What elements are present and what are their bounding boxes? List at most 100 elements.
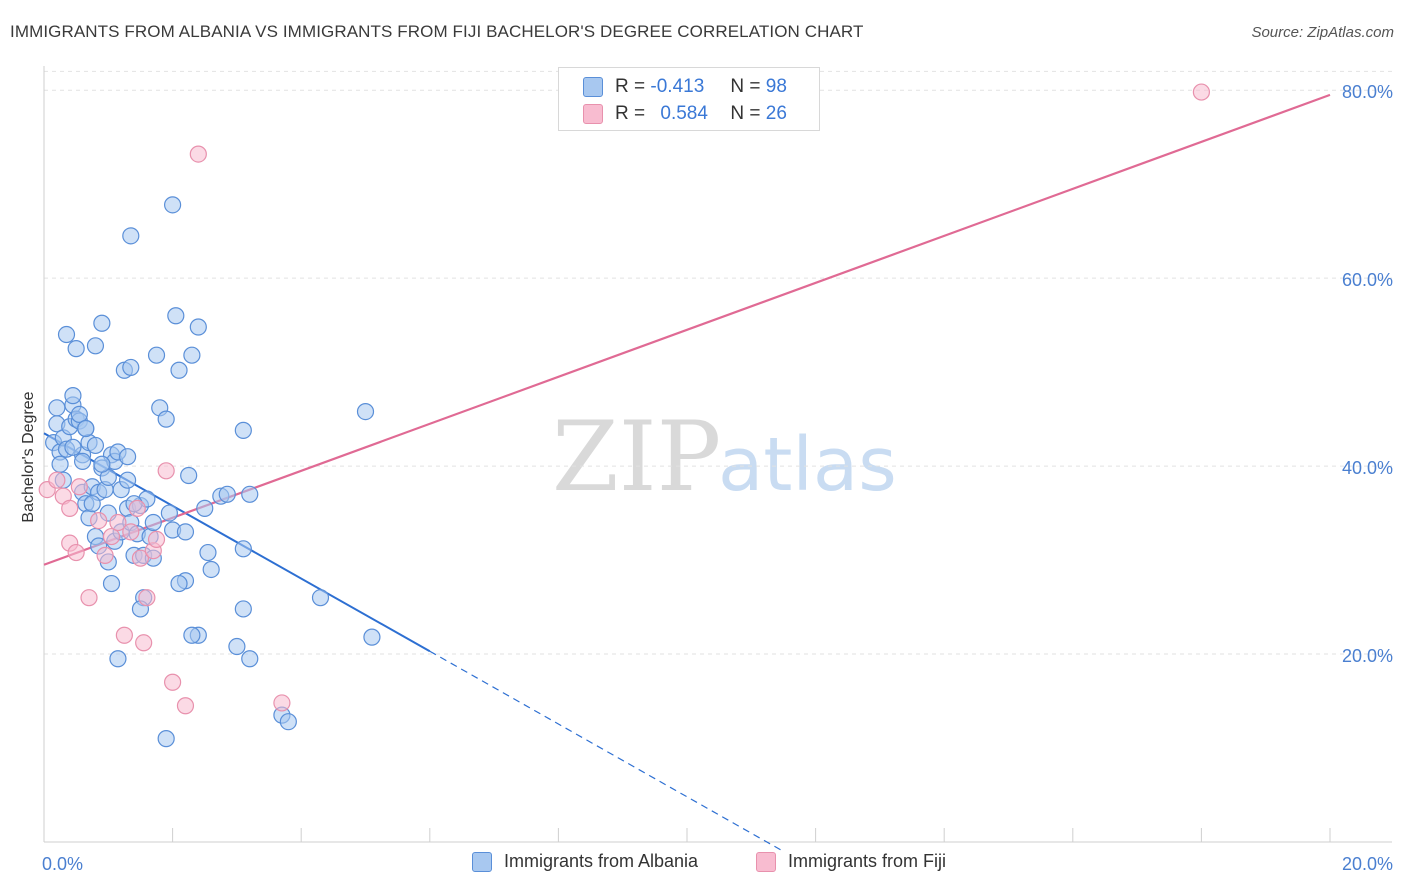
- albania-point-68[interactable]: [218, 485, 236, 503]
- y-tick-label-2: 60.0%: [1342, 270, 1393, 290]
- albania-point-36[interactable]: [118, 471, 137, 489]
- albania-point-62[interactable]: [183, 346, 201, 364]
- albania-point-91[interactable]: [93, 455, 111, 473]
- albania-swatch: [583, 77, 603, 97]
- fiji-point-16[interactable]: [135, 634, 153, 652]
- fiji-point-22[interactable]: [176, 697, 195, 715]
- data-points: [38, 83, 1211, 748]
- albania-point-82[interactable]: [279, 713, 297, 731]
- fiji-point-23[interactable]: [273, 694, 291, 712]
- fiji-point-13[interactable]: [122, 523, 140, 541]
- albania-point-66[interactable]: [202, 560, 220, 579]
- albania-point-65[interactable]: [199, 543, 217, 562]
- fiji-point-20[interactable]: [157, 462, 175, 480]
- albania-point-35[interactable]: [122, 358, 140, 377]
- fiji-point-25[interactable]: [1192, 83, 1211, 101]
- fiji-n-value: 26: [765, 103, 787, 124]
- fiji-point-15[interactable]: [128, 499, 146, 517]
- y-tick-label-1: 40.0%: [1342, 458, 1393, 478]
- albania-r-value: -0.413: [650, 76, 705, 97]
- fiji-point-11[interactable]: [109, 513, 127, 532]
- x-tick-label-0: 0.0%: [42, 854, 83, 874]
- watermark: ZIP atlas: [552, 401, 897, 513]
- legend-item-albania[interactable]: Immigrants from Albania: [472, 851, 698, 872]
- albania-point-78[interactable]: [228, 637, 246, 656]
- albania-point-59[interactable]: [176, 523, 195, 541]
- albania-point-13[interactable]: [64, 387, 82, 405]
- albania-point-75[interactable]: [157, 730, 175, 748]
- albania-point-77[interactable]: [183, 626, 201, 644]
- albania-point-19[interactable]: [86, 436, 105, 455]
- series-legend: Immigrants from Albania Immigrants from …: [0, 851, 1406, 877]
- albania-point-17[interactable]: [86, 337, 105, 355]
- y-tick-label-3: 80.0%: [1342, 82, 1393, 102]
- albania-point-90[interactable]: [64, 438, 82, 456]
- albania-point-60[interactable]: [180, 466, 198, 485]
- albania-point-58[interactable]: [170, 361, 188, 379]
- fiji-point-19[interactable]: [147, 530, 166, 548]
- fiji-r-label: R =: [615, 103, 646, 124]
- albania-point-86[interactable]: [234, 421, 252, 439]
- fiji-point-17[interactable]: [138, 589, 156, 607]
- albania-point-64[interactable]: [196, 499, 214, 517]
- axes: [43, 66, 1392, 843]
- albania-point-54[interactable]: [157, 410, 175, 428]
- albania-legend-swatch: [472, 851, 492, 872]
- y-axis-label: Bachelor's Degree: [20, 391, 37, 522]
- albania-point-55[interactable]: [160, 504, 178, 522]
- legend-item-fiji[interactable]: Immigrants from Fiji: [756, 851, 946, 872]
- albania-point-71[interactable]: [170, 574, 188, 593]
- albania-point-93[interactable]: [144, 513, 162, 532]
- albania-point-14[interactable]: [70, 405, 88, 424]
- albania-point-69[interactable]: [234, 540, 252, 558]
- albania-point-74[interactable]: [109, 650, 127, 668]
- albania-point-18[interactable]: [93, 314, 111, 332]
- grid-lines: [44, 70, 1392, 655]
- albania-point-87[interactable]: [164, 196, 182, 214]
- albania-point-20[interactable]: [73, 452, 92, 470]
- albania-point-10[interactable]: [48, 399, 66, 417]
- albania-point-52[interactable]: [147, 346, 166, 364]
- albania-point-85[interactable]: [356, 402, 375, 421]
- y-tick-label-0: 20.0%: [1342, 646, 1393, 666]
- fiji-point-14[interactable]: [131, 549, 150, 567]
- albania-point-80[interactable]: [241, 650, 259, 668]
- albania-point-95[interactable]: [51, 455, 69, 473]
- fiji-point-12[interactable]: [115, 626, 133, 644]
- albania-point-84[interactable]: [363, 628, 381, 646]
- fiji-swatch: [583, 104, 603, 124]
- fiji-point-8[interactable]: [90, 512, 108, 530]
- albania-point-57[interactable]: [167, 307, 185, 325]
- watermark-atlas: atlas: [718, 422, 897, 508]
- fiji-point-24[interactable]: [189, 145, 207, 163]
- fiji-point-21[interactable]: [164, 673, 182, 691]
- fiji-point-1[interactable]: [48, 471, 66, 489]
- albania-point-88[interactable]: [122, 227, 140, 245]
- source-label: Source: ZipAtlas.com: [1251, 24, 1394, 41]
- fiji-point-3[interactable]: [61, 499, 79, 517]
- albania-point-11[interactable]: [57, 325, 76, 344]
- fiji-point-7[interactable]: [80, 589, 98, 607]
- legend-row-fiji: R = 0.584 N = 26: [583, 101, 787, 127]
- albania-point-33[interactable]: [118, 448, 137, 466]
- albania-n-value: 98: [765, 76, 787, 97]
- albania-point-79[interactable]: [234, 600, 252, 618]
- albania-point-70[interactable]: [241, 485, 259, 503]
- albania-point-83[interactable]: [311, 589, 330, 607]
- albania-point-12[interactable]: [67, 340, 85, 358]
- fiji-legend-label: Immigrants from Fiji: [788, 851, 947, 871]
- fiji-point-9[interactable]: [96, 546, 114, 564]
- albania-n-label: N =: [730, 76, 761, 97]
- fiji-point-6[interactable]: [67, 543, 85, 562]
- chart-title: IMMIGRANTS FROM ALBANIA VS IMMIGRANTS FR…: [10, 22, 864, 41]
- correlation-legend: R = -0.413 N = 98 R = 0.584 N = 26: [558, 67, 820, 131]
- fiji-point-10[interactable]: [102, 527, 121, 546]
- fiji-trend-line: [43, 93, 1331, 566]
- albania-point-40[interactable]: [102, 574, 121, 593]
- albania-point-63[interactable]: [189, 318, 207, 336]
- fiji-point-4[interactable]: [70, 478, 88, 496]
- albania-point-96[interactable]: [83, 495, 101, 513]
- fiji-n-label: N =: [730, 103, 761, 124]
- albania-point-89[interactable]: [77, 419, 95, 438]
